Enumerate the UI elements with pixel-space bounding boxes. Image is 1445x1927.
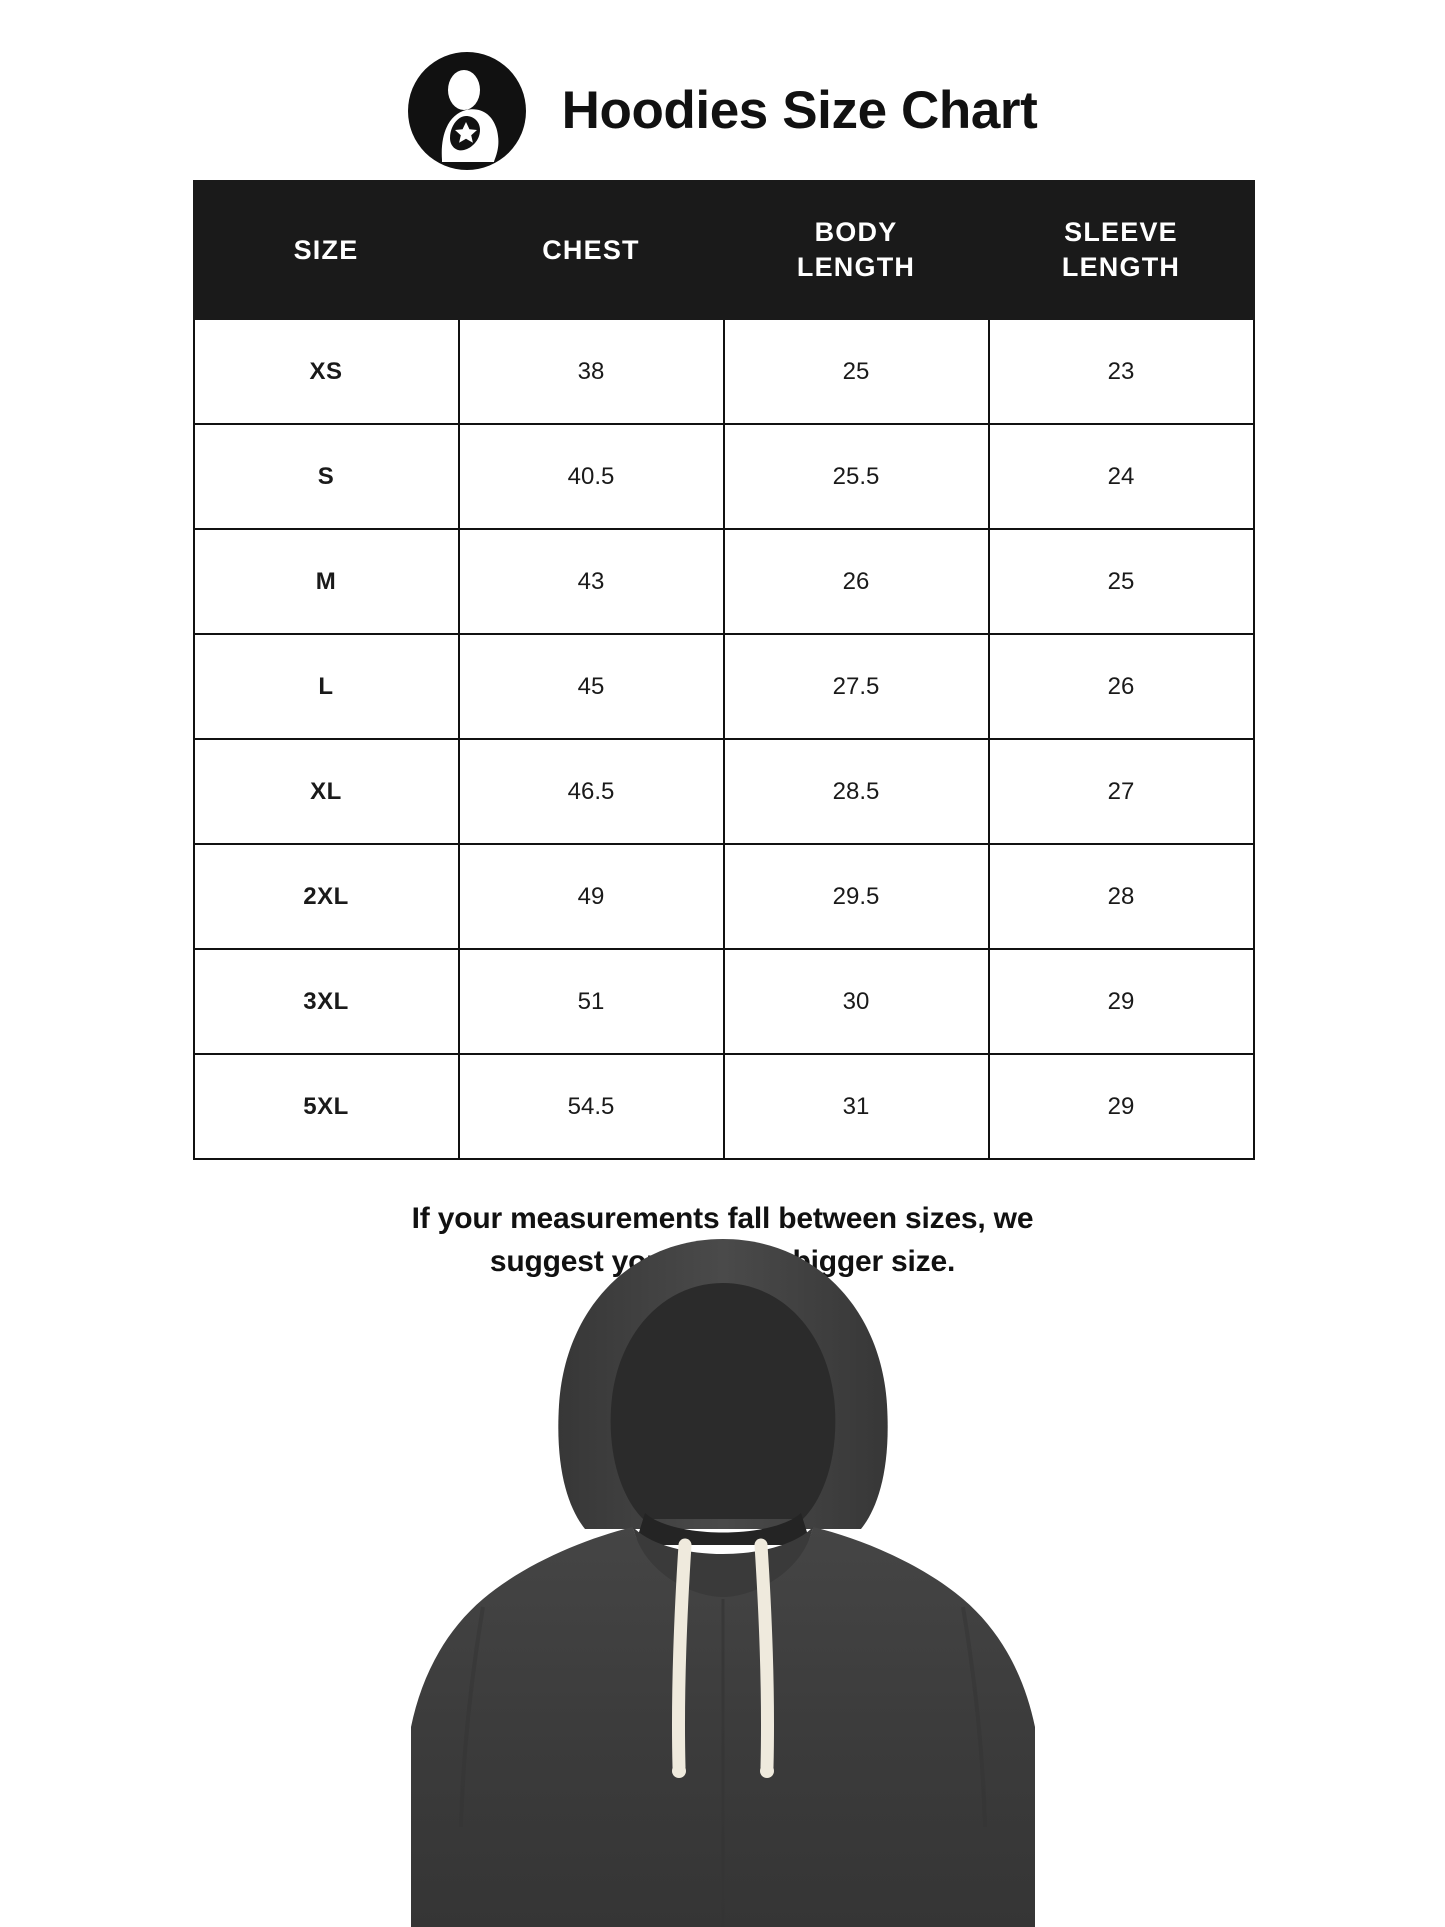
cell-body-length: 25 bbox=[722, 318, 990, 425]
cell-chest: 40.5 bbox=[457, 423, 725, 530]
cell-chest: 54.5 bbox=[457, 1053, 725, 1160]
cell-body-length: 29.5 bbox=[722, 843, 990, 950]
cell-size: S bbox=[192, 423, 460, 530]
table-row: XS 38 25 23 bbox=[192, 318, 1255, 425]
column-header-chest: CHEST bbox=[457, 180, 725, 320]
cell-chest: 49 bbox=[457, 843, 725, 950]
column-header-sleeve-length-line-2: LENGTH bbox=[1061, 252, 1181, 282]
cell-sleeve-length: 24 bbox=[987, 423, 1255, 530]
table-row: XL 46.5 28.5 27 bbox=[192, 738, 1255, 845]
cell-chest: 51 bbox=[457, 948, 725, 1055]
cell-size: M bbox=[192, 528, 460, 635]
table-row: M 43 26 25 bbox=[192, 528, 1255, 635]
cell-sleeve-length: 25 bbox=[987, 528, 1255, 635]
cell-sleeve-length: 28 bbox=[987, 843, 1255, 950]
cell-body-length: 27.5 bbox=[722, 633, 990, 740]
column-header-body-length-line-2: LENGTH bbox=[796, 252, 916, 282]
cell-body-length: 28.5 bbox=[722, 738, 990, 845]
cell-chest: 38 bbox=[457, 318, 725, 425]
table-row: 2XL 49 29.5 28 bbox=[192, 843, 1255, 950]
table-row: S 40.5 25.5 24 bbox=[192, 423, 1255, 530]
column-header-sleeve-length: SLEEVE LENGTH bbox=[987, 180, 1255, 320]
column-header-size: SIZE bbox=[192, 180, 460, 320]
column-header-body-length-line-1: BODY bbox=[814, 217, 898, 248]
table-header-row: SIZE CHEST BODY LENGTH SLEEVE LENGTH bbox=[192, 180, 1255, 320]
column-header-body-length: BODY LENGTH bbox=[722, 180, 990, 320]
table-row: L 45 27.5 26 bbox=[192, 633, 1255, 740]
column-header-size-line-1: SIZE bbox=[293, 234, 359, 265]
cell-body-length: 25.5 bbox=[722, 423, 990, 530]
table-row: 3XL 51 30 29 bbox=[192, 948, 1255, 1055]
cell-size: 5XL bbox=[192, 1053, 460, 1160]
cell-chest: 45 bbox=[457, 633, 725, 740]
cell-chest: 46.5 bbox=[457, 738, 725, 845]
cell-sleeve-length: 26 bbox=[987, 633, 1255, 740]
size-table: SIZE CHEST BODY LENGTH SLEEVE LENGTH bbox=[192, 180, 1255, 1160]
cell-size: L bbox=[192, 633, 460, 740]
cell-size: 3XL bbox=[192, 948, 460, 1055]
cell-chest: 43 bbox=[457, 528, 725, 635]
cell-body-length: 30 bbox=[722, 948, 990, 1055]
column-header-sleeve-length-line-1: SLEEVE bbox=[1064, 217, 1178, 248]
sizing-note-line-1: If your measurements fall between sizes,… bbox=[411, 1202, 1034, 1235]
cell-sleeve-length: 27 bbox=[987, 738, 1255, 845]
cell-size: XL bbox=[192, 738, 460, 845]
cell-body-length: 26 bbox=[722, 528, 990, 635]
cell-size: XS bbox=[192, 318, 460, 425]
hoodie-illustration bbox=[0, 1227, 1445, 1927]
cell-size: 2XL bbox=[192, 843, 460, 950]
size-table-container: SIZE CHEST BODY LENGTH SLEEVE LENGTH bbox=[192, 180, 1255, 1160]
column-header-chest-line-1: CHEST bbox=[542, 234, 640, 265]
cell-sleeve-length: 23 bbox=[987, 318, 1255, 425]
size-table-header: SIZE CHEST BODY LENGTH SLEEVE LENGTH bbox=[192, 180, 1255, 320]
cell-sleeve-length: 29 bbox=[987, 1053, 1255, 1160]
page-header: Hoodies Size Chart bbox=[0, 0, 1445, 180]
cell-body-length: 31 bbox=[722, 1053, 990, 1160]
mother-and-child-logo-icon bbox=[407, 52, 526, 170]
page-title: Hoodies Size Chart bbox=[561, 81, 1038, 141]
size-table-body: XS 38 25 23 S 40.5 25.5 24 M 43 26 25 bbox=[192, 318, 1255, 1160]
table-row: 5XL 54.5 31 29 bbox=[192, 1053, 1255, 1160]
cell-sleeve-length: 29 bbox=[987, 948, 1255, 1055]
